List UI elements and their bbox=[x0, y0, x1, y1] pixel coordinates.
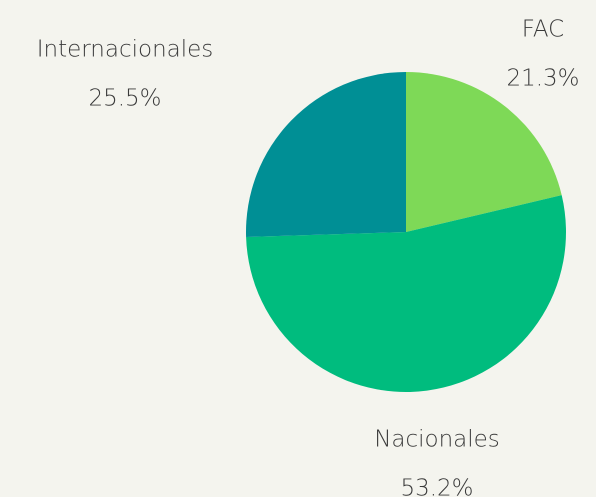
slice-value-label: 53.2% bbox=[400, 476, 473, 497]
slice-value-label: 21.3% bbox=[506, 66, 579, 92]
slice-value-label: 25.5% bbox=[88, 86, 161, 112]
pie-slice bbox=[246, 72, 406, 238]
pie-slice bbox=[406, 72, 562, 232]
slice-label: Nacionales bbox=[374, 427, 500, 453]
slice-label: Internacionales bbox=[37, 37, 214, 63]
pie-slice bbox=[246, 195, 566, 392]
slice-label: FAC bbox=[522, 17, 565, 43]
